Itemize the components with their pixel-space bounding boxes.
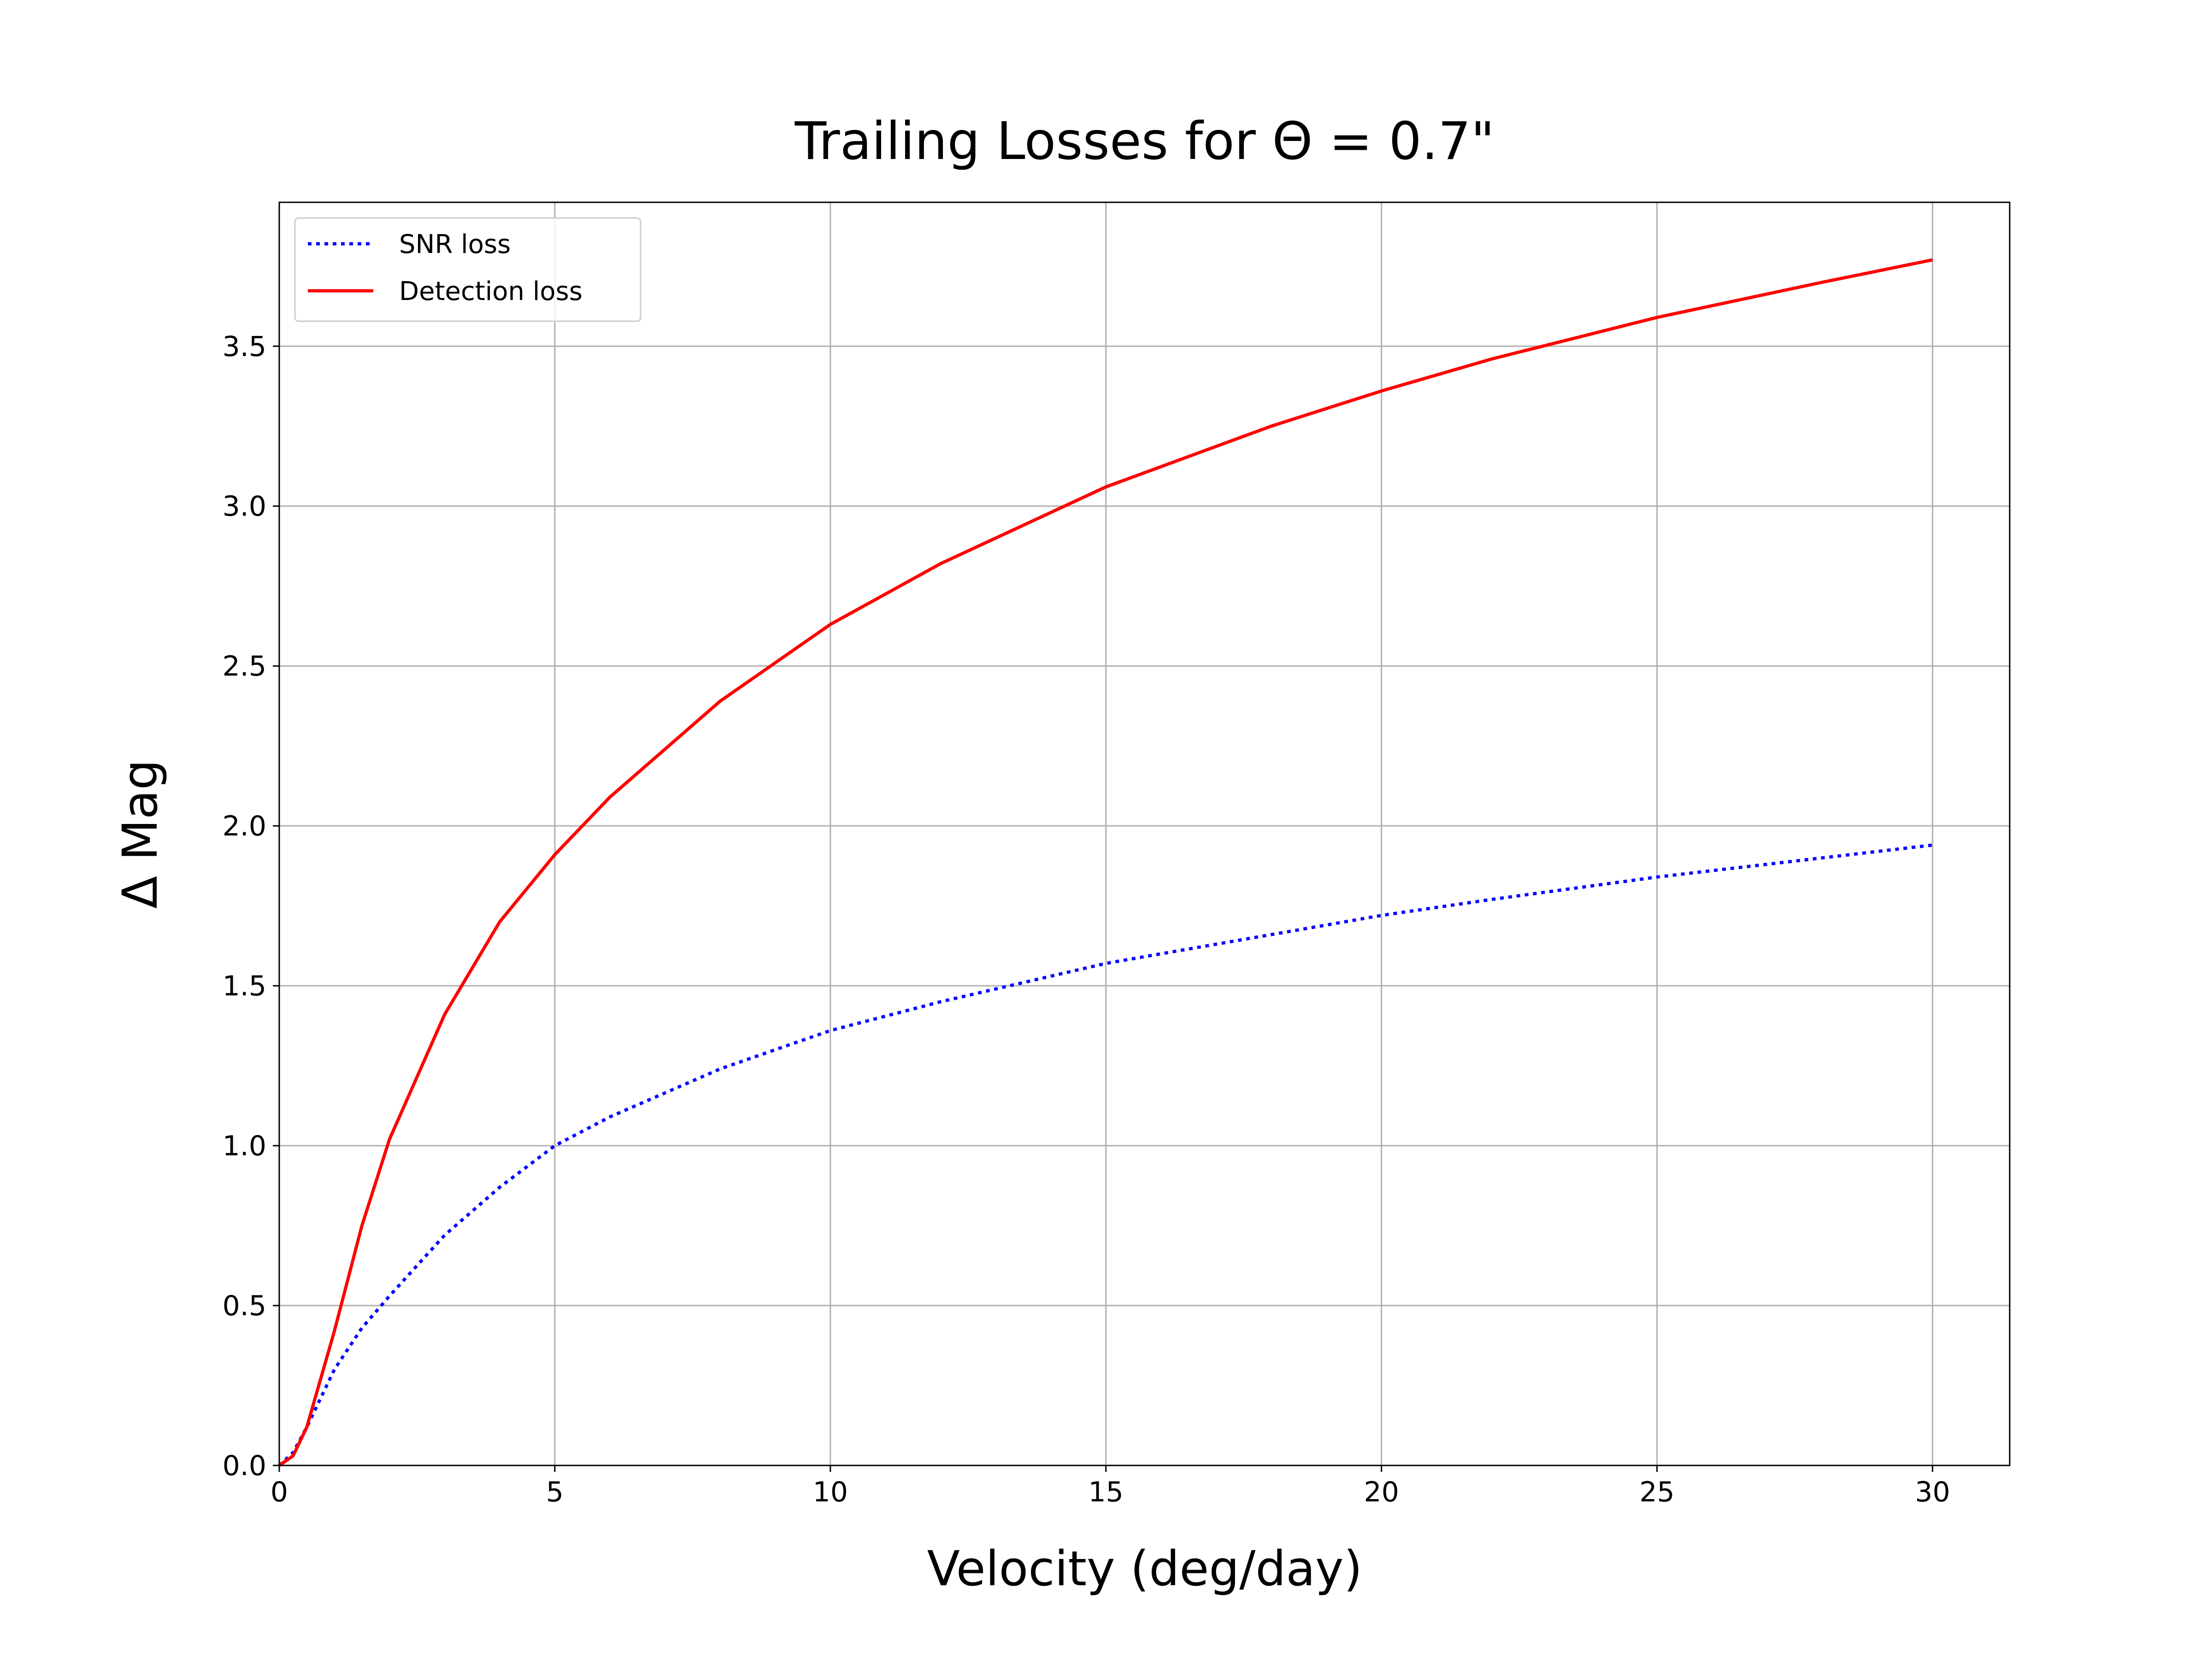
data-line <box>278 843 1933 1467</box>
y-tick-label: 1.0 <box>223 1130 266 1162</box>
y-tick-label: 1.5 <box>223 970 266 1002</box>
x-tick-label: 15 <box>1088 1476 1124 1508</box>
chart-title: Trailing Losses for Θ = 0.7" <box>794 112 1495 171</box>
x-tick-label: 10 <box>813 1476 848 1508</box>
y-tick-label: 0.0 <box>223 1450 266 1482</box>
x-tick-label: 20 <box>1364 1476 1399 1508</box>
legend-label: Detection loss <box>399 276 582 306</box>
y-tick-label: 0.5 <box>223 1290 266 1322</box>
y-axis-label: Δ Mag <box>112 759 168 909</box>
plot-frame <box>278 201 2011 1466</box>
x-tick-label: 30 <box>1915 1476 1950 1508</box>
x-tick-label: 25 <box>1639 1476 1674 1508</box>
y-tick-label: 3.0 <box>223 490 266 523</box>
y-tick-label: 2.5 <box>223 650 266 682</box>
legend-label: SNR loss <box>399 229 511 259</box>
legend-box <box>294 217 641 322</box>
y-tick-label: 2.0 <box>223 810 266 842</box>
x-axis-label: Velocity (deg/day) <box>927 1541 1363 1597</box>
y-tick-label: 3.5 <box>223 330 266 363</box>
x-tick-label: 5 <box>546 1476 564 1508</box>
data-line <box>278 258 1933 1467</box>
x-tick-label: 0 <box>271 1476 288 1508</box>
